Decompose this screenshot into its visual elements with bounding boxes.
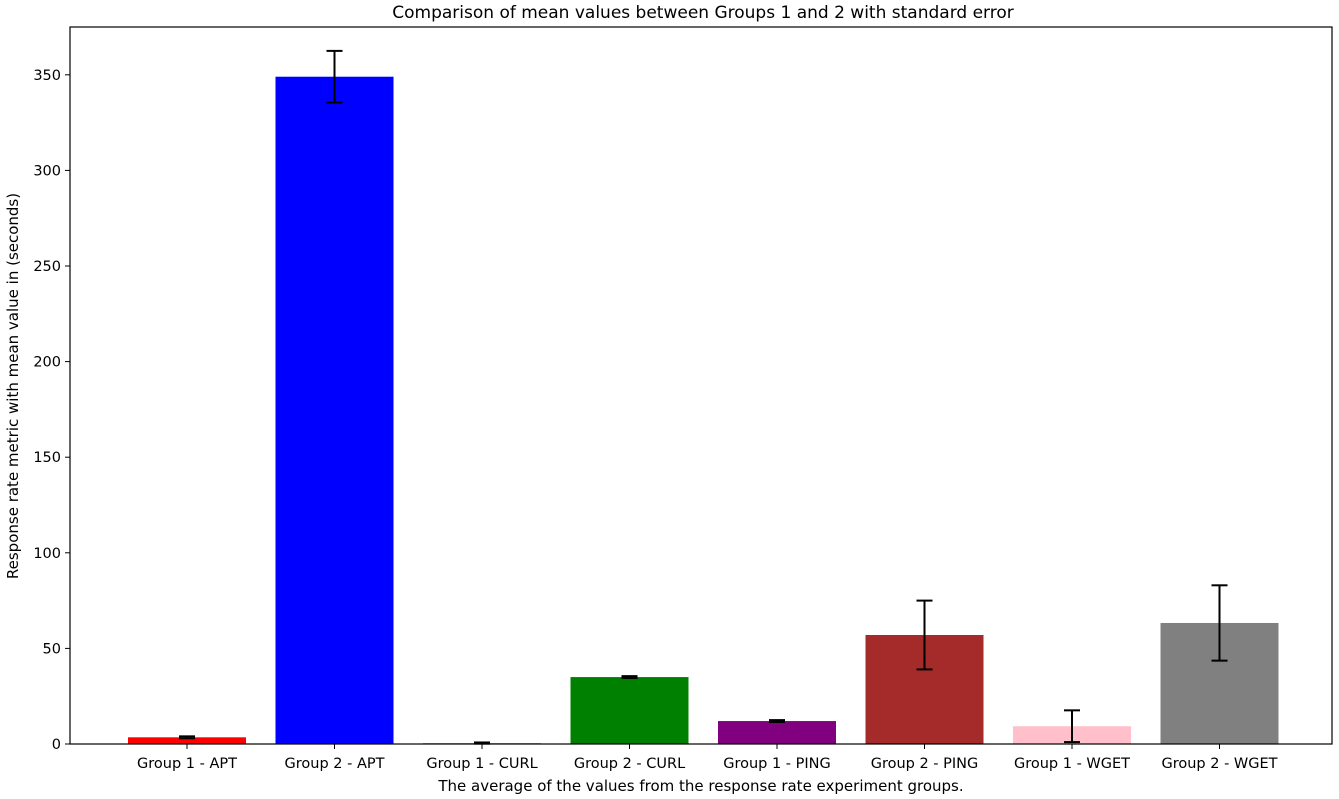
error-bar-1: [326, 49, 343, 104]
bars-layer: [128, 76, 1279, 745]
bar-0: [128, 737, 246, 744]
y-tick-label-1: 50: [43, 641, 61, 657]
bar-1: [275, 76, 394, 745]
error-bar-0: [179, 735, 195, 740]
chart-title: Comparison of mean values between Groups…: [392, 3, 1013, 23]
y-tick-label-5: 250: [33, 259, 61, 275]
x-tick-label-0: Group 1 - APT: [137, 756, 237, 772]
x-tick-label-5: Group 2 - PING: [871, 756, 979, 772]
x-tick-label-6: Group 1 - WGET: [1014, 756, 1130, 772]
x-axis-label: The average of the values from the respo…: [437, 777, 963, 795]
x-tick-label-1: Group 2 - APT: [285, 756, 385, 772]
error-bar-3: [621, 675, 638, 680]
x-tick-label-2: Group 1 - CURL: [426, 756, 537, 772]
bar-4: [718, 721, 836, 744]
y-tick-label-2: 100: [33, 546, 61, 562]
y-axis-label: Response rate metric with mean value in …: [4, 193, 22, 579]
error-bars-layer: [179, 49, 1228, 745]
error-bar-5: [916, 599, 933, 671]
x-tick-label-3: Group 2 - CURL: [574, 756, 685, 772]
y-tick-label-0: 0: [52, 737, 61, 753]
plot-frame: [69, 26, 1333, 745]
x-tick-label-4: Group 1 - PING: [723, 756, 831, 772]
error-bar-4: [769, 719, 785, 724]
y-tick-label-3: 150: [33, 450, 61, 466]
x-axis: Group 1 - APT Group 2 - APT Group 1 - CURL…: [137, 744, 1278, 772]
y-tick-label-6: 300: [33, 163, 61, 179]
bar-3: [570, 677, 689, 744]
y-tick-label-4: 200: [33, 355, 61, 371]
error-bar-7: [1211, 584, 1228, 662]
x-tick-label-7: Group 2 - WGET: [1161, 756, 1277, 772]
error-bar-6: [1064, 709, 1080, 744]
y-tick-label-7: 350: [33, 68, 61, 84]
y-axis: 0 50 100 150 200 250 300 350: [33, 68, 70, 753]
